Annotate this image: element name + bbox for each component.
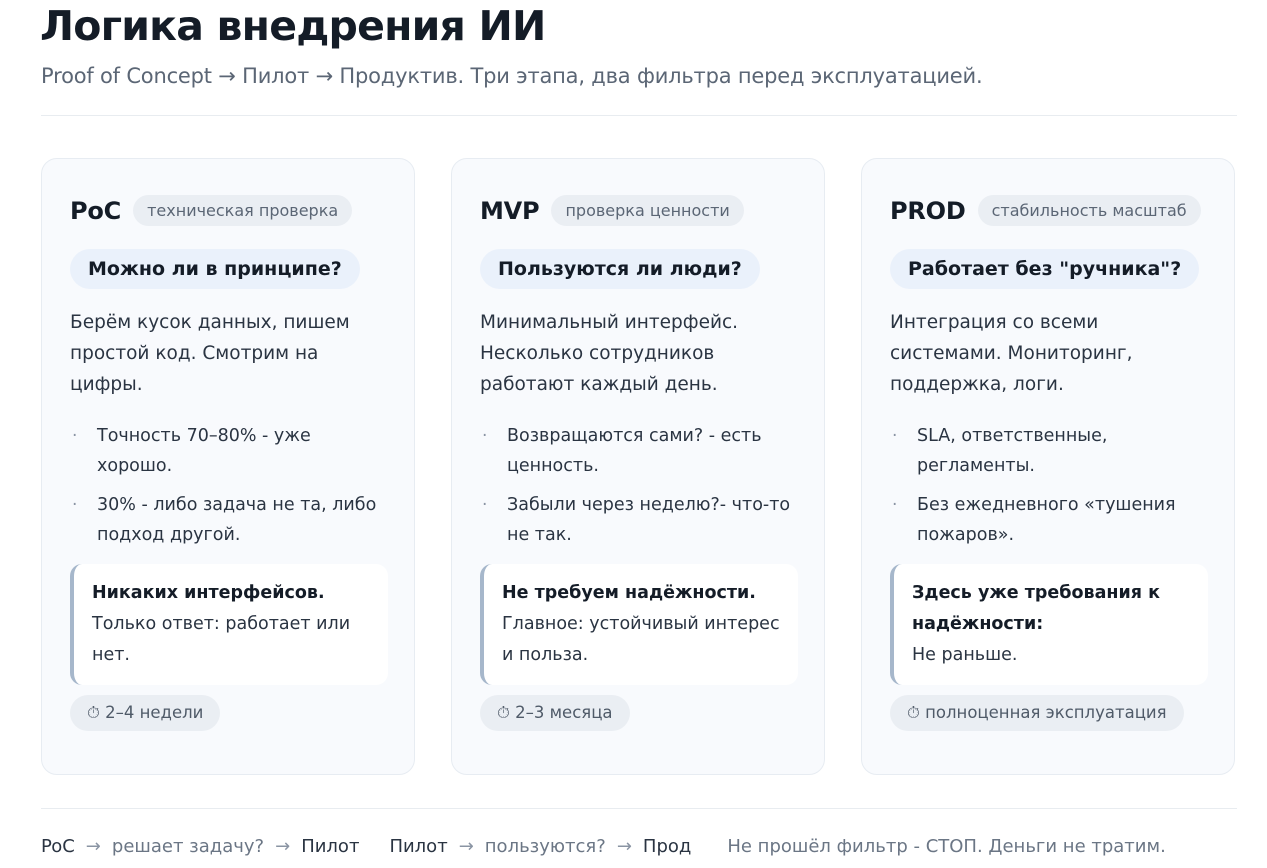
stage-question: Пользуются ли люди?	[480, 249, 760, 289]
note-heading: Здесь уже требования к надёжности:	[912, 583, 1160, 634]
filter-flow: PoC → решает задачу? → Пилот Пилот → пол…	[41, 836, 1166, 857]
duration-badge: ⏱ 2–4 недели	[70, 695, 221, 731]
stage-card-prod: PROD стабильность масштаб Работает без "…	[861, 158, 1235, 775]
stage-bullets: · Возвращаются сами? - есть ценность. · …	[480, 421, 800, 559]
stage-card-mvp: MVP проверка ценности Пользуются ли люди…	[451, 158, 825, 775]
header-divider	[41, 115, 1237, 116]
list-item-text: SLA, ответственные, регламенты.	[917, 426, 1108, 476]
list-item: · Забыли через неделю?- что-то не так.	[480, 490, 800, 550]
list-item: · Точность 70–80% - уже хорошо.	[70, 421, 390, 481]
page-subtitle: Proof of Concept → Пилот → Продуктив. Тр…	[41, 64, 983, 88]
page-title: Логика внедрения ИИ	[40, 2, 546, 50]
stage-bullets: · SLA, ответственные, регламенты. · Без …	[890, 421, 1210, 559]
list-item: · SLA, ответственные, регламенты.	[890, 421, 1210, 481]
list-item: · Возвращаются сами? - есть ценность.	[480, 421, 800, 481]
stage-question: Можно ли в принципе?	[70, 249, 360, 289]
stage-description: Минимальный интерфейс. Несколько сотрудн…	[480, 312, 739, 395]
stage-code: PoC	[70, 196, 122, 225]
arrow-right-icon: →	[458, 836, 474, 857]
stage-code: PROD	[890, 196, 966, 225]
flow-step: Пилот	[301, 836, 360, 857]
note-heading: Никаких интерфейсов.	[92, 583, 325, 603]
stage-tag: проверка ценности	[551, 195, 744, 226]
bullet-dot-icon: ·	[72, 426, 78, 446]
stage-note: Не требуем надёжности. Главное: устойчив…	[480, 564, 798, 685]
list-item-text: Без ежедневного «тушения пожаров».	[917, 495, 1176, 545]
bullet-dot-icon: ·	[482, 495, 488, 515]
stage-note: Никаких интерфейсов. Только ответ: работ…	[70, 564, 388, 685]
stage-card-poc: PoC техническая проверка Можно ли в прин…	[41, 158, 415, 775]
arrow-right-icon: →	[275, 836, 291, 857]
flow-step: PoC	[41, 836, 75, 857]
list-item-text: Забыли через неделю?- что-то не так.	[507, 495, 791, 545]
bullet-dot-icon: ·	[72, 495, 78, 515]
arrow-right-icon: →	[616, 836, 632, 857]
bullet-dot-icon: ·	[482, 426, 488, 446]
note-text: Только ответ: работает или нет.	[92, 614, 351, 665]
stage-note: Здесь уже требования к надёжности: Не ра…	[890, 564, 1208, 685]
bullet-dot-icon: ·	[892, 495, 898, 515]
list-item-text: Точность 70–80% - уже хорошо.	[97, 426, 311, 476]
arrow-right-icon: →	[85, 836, 101, 857]
list-item-text: 30% - либо задача не та, либо подход дру…	[97, 495, 377, 545]
stage-question: Работает без "ручника"?	[890, 249, 1200, 289]
note-heading: Не требуем надёжности.	[502, 583, 756, 603]
flow-step: Пилот	[389, 836, 448, 857]
duration-badge: ⏱ 2–3 месяца	[480, 695, 630, 731]
stage-header: MVP проверка ценности	[480, 195, 744, 226]
stage-tag: техническая проверка	[133, 195, 353, 226]
stage-description: Берём кусок данных, пишем простой код. С…	[70, 312, 350, 395]
footer-divider	[41, 808, 1237, 809]
stop-rule: Не прошёл фильтр - СТОП. Деньги не трати…	[727, 836, 1166, 857]
stage-description: Интеграция со всеми системами. Мониторин…	[890, 312, 1133, 395]
duration-badge: ⏱ полноценная эксплуатация	[890, 695, 1184, 731]
flow-step: Прод	[642, 836, 692, 857]
stage-bullets: · Точность 70–80% - уже хорошо. · 30% - …	[70, 421, 390, 559]
note-text: Главное: устойчивый интерес и польза.	[502, 614, 780, 665]
list-item: · 30% - либо задача не та, либо подход д…	[70, 490, 390, 550]
bullet-dot-icon: ·	[892, 426, 898, 446]
flow-check: решает задачу?	[111, 836, 265, 857]
list-item-text: Возвращаются сами? - есть ценность.	[507, 426, 762, 476]
list-item: · Без ежедневного «тушения пожаров».	[890, 490, 1210, 550]
stage-tag: стабильность масштаб	[977, 195, 1201, 226]
stage-header: PoC техническая проверка	[70, 195, 353, 226]
flow-check: пользуются?	[484, 836, 606, 857]
stage-header: PROD стабильность масштаб	[890, 195, 1201, 226]
note-text: Не раньше.	[912, 645, 1018, 665]
stage-code: MVP	[480, 196, 540, 225]
